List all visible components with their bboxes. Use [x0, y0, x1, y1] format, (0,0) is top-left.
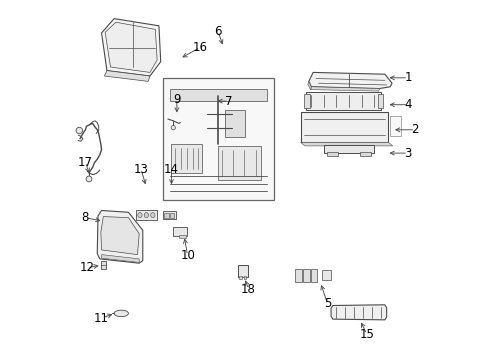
Bar — [170, 213, 174, 218]
Polygon shape — [104, 71, 150, 81]
Text: 3: 3 — [404, 147, 412, 159]
Bar — [295, 269, 302, 282]
Circle shape — [171, 126, 175, 130]
Text: 10: 10 — [180, 249, 195, 262]
Polygon shape — [101, 255, 139, 262]
Bar — [164, 213, 169, 218]
Text: 18: 18 — [241, 283, 256, 296]
Polygon shape — [101, 19, 161, 76]
Text: 14: 14 — [164, 163, 179, 176]
Bar — [136, 210, 157, 220]
Ellipse shape — [144, 213, 148, 218]
Bar — [327, 152, 338, 156]
Polygon shape — [101, 217, 139, 255]
Bar — [170, 89, 267, 101]
Bar — [179, 234, 186, 238]
Text: 8: 8 — [82, 211, 89, 224]
Text: 13: 13 — [134, 163, 148, 176]
Text: 12: 12 — [80, 261, 95, 274]
Bar — [378, 94, 383, 108]
Ellipse shape — [114, 310, 128, 317]
Bar — [360, 152, 370, 156]
Polygon shape — [331, 305, 387, 320]
Text: 2: 2 — [412, 123, 419, 136]
Circle shape — [76, 127, 82, 134]
Text: 9: 9 — [173, 93, 181, 106]
Bar — [238, 265, 248, 277]
Circle shape — [86, 176, 92, 182]
Bar — [304, 94, 310, 108]
Bar — [239, 276, 242, 279]
Polygon shape — [311, 87, 379, 91]
Text: 4: 4 — [404, 98, 412, 111]
Bar — [244, 276, 246, 279]
Polygon shape — [201, 95, 215, 104]
Bar — [218, 146, 261, 180]
Text: 1: 1 — [404, 71, 412, 84]
Polygon shape — [105, 22, 157, 72]
Bar — [163, 78, 274, 200]
Bar — [322, 270, 331, 280]
Polygon shape — [308, 81, 311, 90]
Bar — [172, 144, 202, 173]
Bar — [300, 112, 389, 142]
Bar — [225, 110, 245, 137]
Text: 17: 17 — [78, 156, 93, 168]
Bar — [306, 92, 381, 110]
Text: 11: 11 — [94, 311, 109, 325]
Text: 6: 6 — [214, 25, 222, 38]
Ellipse shape — [138, 213, 142, 218]
Bar — [101, 261, 106, 269]
Bar — [324, 145, 374, 153]
Ellipse shape — [151, 213, 155, 218]
Polygon shape — [300, 142, 393, 146]
Polygon shape — [309, 72, 392, 89]
Bar — [173, 227, 187, 236]
Polygon shape — [97, 211, 143, 263]
Text: 16: 16 — [193, 41, 208, 54]
Bar — [390, 116, 401, 136]
Text: 15: 15 — [360, 328, 374, 341]
Bar — [311, 269, 318, 282]
Text: 5: 5 — [324, 297, 331, 310]
Bar — [163, 211, 176, 220]
Bar — [303, 269, 310, 282]
Text: 7: 7 — [225, 95, 233, 108]
